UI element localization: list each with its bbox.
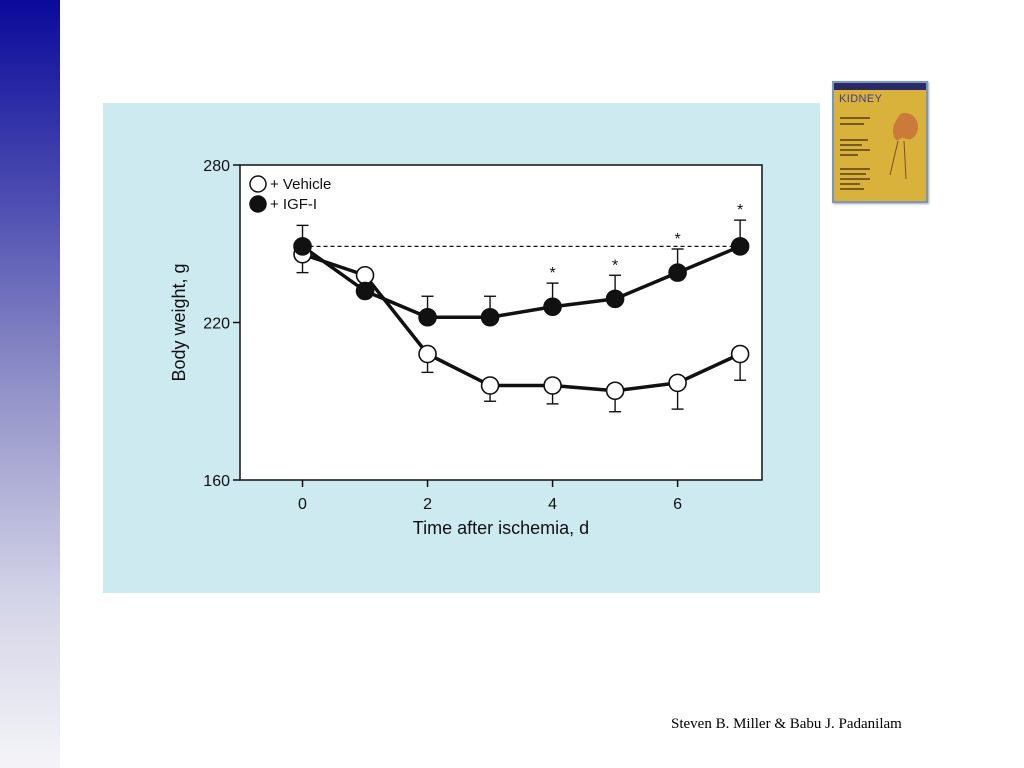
vehicle-point (418, 344, 437, 364)
book-volume-label: VOLUME TWO (838, 86, 869, 91)
y-axis-label: Body weight, g (169, 263, 189, 381)
y-tick-label: 160 (203, 473, 230, 490)
igf-series-line (301, 244, 741, 319)
significance-asterisk: * (674, 231, 680, 248)
igf-point (668, 263, 687, 282)
igf-point (543, 297, 562, 317)
body-weight-chart: 160 220 280 0 2 4 6 Time after ischemia, d Body … (169, 158, 763, 538)
legend-label: + IGF-I (270, 196, 317, 213)
footer-credit: Steven B. Miller & Babu J. Padanilam (671, 716, 902, 732)
vehicle-point (605, 381, 625, 401)
vehicle-point (730, 344, 750, 364)
legend-marker (249, 195, 267, 213)
igf-point (730, 237, 750, 256)
kidney-illustration-icon (834, 83, 926, 201)
book-title: KIDNEY (839, 93, 883, 105)
kidney-book-cover: VOLUME TWO KIDNEY (832, 81, 928, 203)
igf-point (355, 281, 375, 301)
vehicle-series-line (301, 252, 741, 393)
x-tick-label: 6 (673, 496, 682, 513)
figure-panel: 160 220 280 0 2 4 6 Time after ischemia, d Body … (103, 103, 820, 593)
x-tick-label: 4 (548, 496, 557, 513)
vehicle-point (543, 376, 562, 395)
legend-label: + Vehicle (270, 176, 331, 193)
vehicle-point (668, 373, 687, 393)
plot-area (239, 164, 763, 481)
significance-asterisk: * (737, 202, 743, 219)
igf-point (293, 237, 312, 256)
x-tick-label: 0 (298, 496, 307, 513)
legend-marker (249, 175, 267, 193)
igf-point (605, 289, 625, 309)
x-tick-label: 2 (423, 496, 432, 513)
slide-accent-bar (0, 0, 60, 768)
x-axis-label: Time after ischemia, d (413, 518, 589, 538)
vehicle-point (355, 265, 375, 285)
significance-asterisk: * (549, 265, 555, 282)
y-tick-label: 220 (203, 316, 230, 333)
significance-asterisk: * (612, 257, 618, 274)
igf-point (480, 307, 500, 327)
vehicle-point (480, 376, 500, 395)
igf-point (418, 307, 437, 327)
y-tick-label: 280 (203, 158, 230, 175)
